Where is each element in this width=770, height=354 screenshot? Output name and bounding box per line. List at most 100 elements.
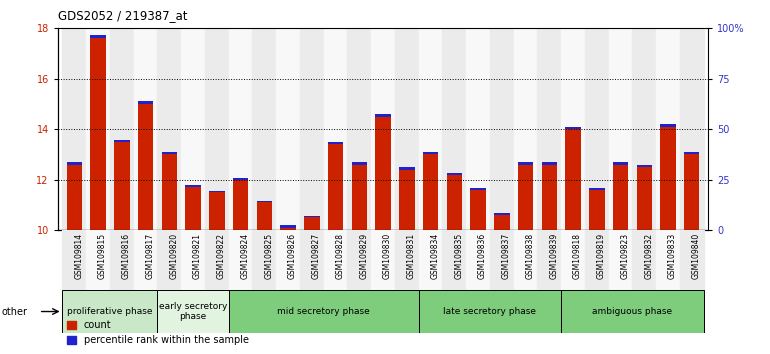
Text: GSM109837: GSM109837 xyxy=(502,233,511,279)
Bar xyxy=(114,140,129,142)
Bar xyxy=(352,165,367,230)
Bar xyxy=(661,124,676,127)
Bar xyxy=(680,28,704,230)
Text: GSM109832: GSM109832 xyxy=(644,233,653,279)
Bar xyxy=(585,230,608,290)
Bar xyxy=(253,28,276,230)
Bar xyxy=(276,28,300,230)
Bar xyxy=(514,230,537,290)
Bar xyxy=(608,28,632,230)
Bar xyxy=(162,152,177,154)
Text: early secretory
phase: early secretory phase xyxy=(159,302,227,321)
Bar xyxy=(514,28,537,230)
Text: GSM109820: GSM109820 xyxy=(169,233,179,279)
Bar xyxy=(470,188,486,190)
Bar xyxy=(229,290,419,333)
Text: GSM109830: GSM109830 xyxy=(383,233,392,279)
Bar xyxy=(423,154,438,230)
Bar xyxy=(229,230,253,290)
Text: GSM109821: GSM109821 xyxy=(193,233,202,279)
Text: GSM109825: GSM109825 xyxy=(264,233,273,279)
Text: GSM109836: GSM109836 xyxy=(478,233,487,279)
Bar xyxy=(229,28,253,230)
Bar xyxy=(608,230,632,290)
Bar xyxy=(323,28,347,230)
Text: GSM109834: GSM109834 xyxy=(430,233,440,279)
Bar xyxy=(589,188,604,190)
Bar xyxy=(300,28,323,230)
Bar xyxy=(541,162,557,165)
Text: mid secretory phase: mid secretory phase xyxy=(277,307,370,316)
Text: GSM109815: GSM109815 xyxy=(98,233,107,279)
Text: GSM109838: GSM109838 xyxy=(526,233,534,279)
Bar xyxy=(62,290,158,333)
Bar xyxy=(158,230,181,290)
Text: GSM109814: GSM109814 xyxy=(75,233,83,279)
Bar xyxy=(561,290,704,333)
Bar xyxy=(419,28,443,230)
Text: GSM109826: GSM109826 xyxy=(288,233,297,279)
Bar xyxy=(90,38,105,230)
Bar xyxy=(637,167,652,230)
Text: GSM109840: GSM109840 xyxy=(691,233,701,279)
Bar xyxy=(256,202,272,230)
Bar xyxy=(253,230,276,290)
Bar xyxy=(233,178,248,179)
Bar xyxy=(209,190,225,192)
Text: other: other xyxy=(2,307,28,316)
Text: proliferative phase: proliferative phase xyxy=(67,307,152,316)
Bar xyxy=(613,165,628,230)
Bar xyxy=(67,162,82,165)
Text: GSM109822: GSM109822 xyxy=(217,233,226,279)
Bar xyxy=(375,116,391,230)
Bar xyxy=(399,167,414,170)
Text: GSM109816: GSM109816 xyxy=(122,233,131,279)
Bar xyxy=(632,230,656,290)
Bar xyxy=(613,162,628,165)
Bar xyxy=(466,28,490,230)
Bar xyxy=(110,230,134,290)
Bar xyxy=(490,230,514,290)
Bar xyxy=(443,28,466,230)
Bar xyxy=(632,28,656,230)
Bar xyxy=(186,187,201,230)
Bar xyxy=(589,190,604,230)
Bar xyxy=(656,28,680,230)
Bar xyxy=(209,192,225,230)
Bar xyxy=(684,152,699,154)
Bar xyxy=(158,28,181,230)
Text: ambiguous phase: ambiguous phase xyxy=(592,307,672,316)
Bar xyxy=(62,230,86,290)
Bar xyxy=(537,28,561,230)
Bar xyxy=(419,290,561,333)
Bar xyxy=(565,127,581,129)
Bar xyxy=(447,173,462,175)
Bar xyxy=(443,230,466,290)
Bar xyxy=(371,230,395,290)
Bar xyxy=(134,28,158,230)
Bar xyxy=(419,230,443,290)
Bar xyxy=(90,35,105,38)
Bar xyxy=(114,142,129,230)
Bar xyxy=(466,230,490,290)
Bar xyxy=(518,162,534,165)
Text: GSM109819: GSM109819 xyxy=(597,233,606,279)
Text: GSM109823: GSM109823 xyxy=(621,233,630,279)
Bar xyxy=(328,144,343,230)
Text: GSM109831: GSM109831 xyxy=(407,233,416,279)
Text: GSM109817: GSM109817 xyxy=(146,233,155,279)
Bar xyxy=(300,230,323,290)
Bar xyxy=(328,142,343,144)
Bar xyxy=(67,165,82,230)
Bar xyxy=(447,175,462,230)
Text: GSM109828: GSM109828 xyxy=(336,233,345,279)
Bar xyxy=(158,290,229,333)
Bar xyxy=(537,230,561,290)
Bar xyxy=(565,129,581,230)
Bar xyxy=(661,127,676,230)
Bar xyxy=(347,28,371,230)
Bar xyxy=(280,225,296,228)
Bar xyxy=(395,230,419,290)
Bar xyxy=(256,201,272,202)
Bar xyxy=(110,28,134,230)
